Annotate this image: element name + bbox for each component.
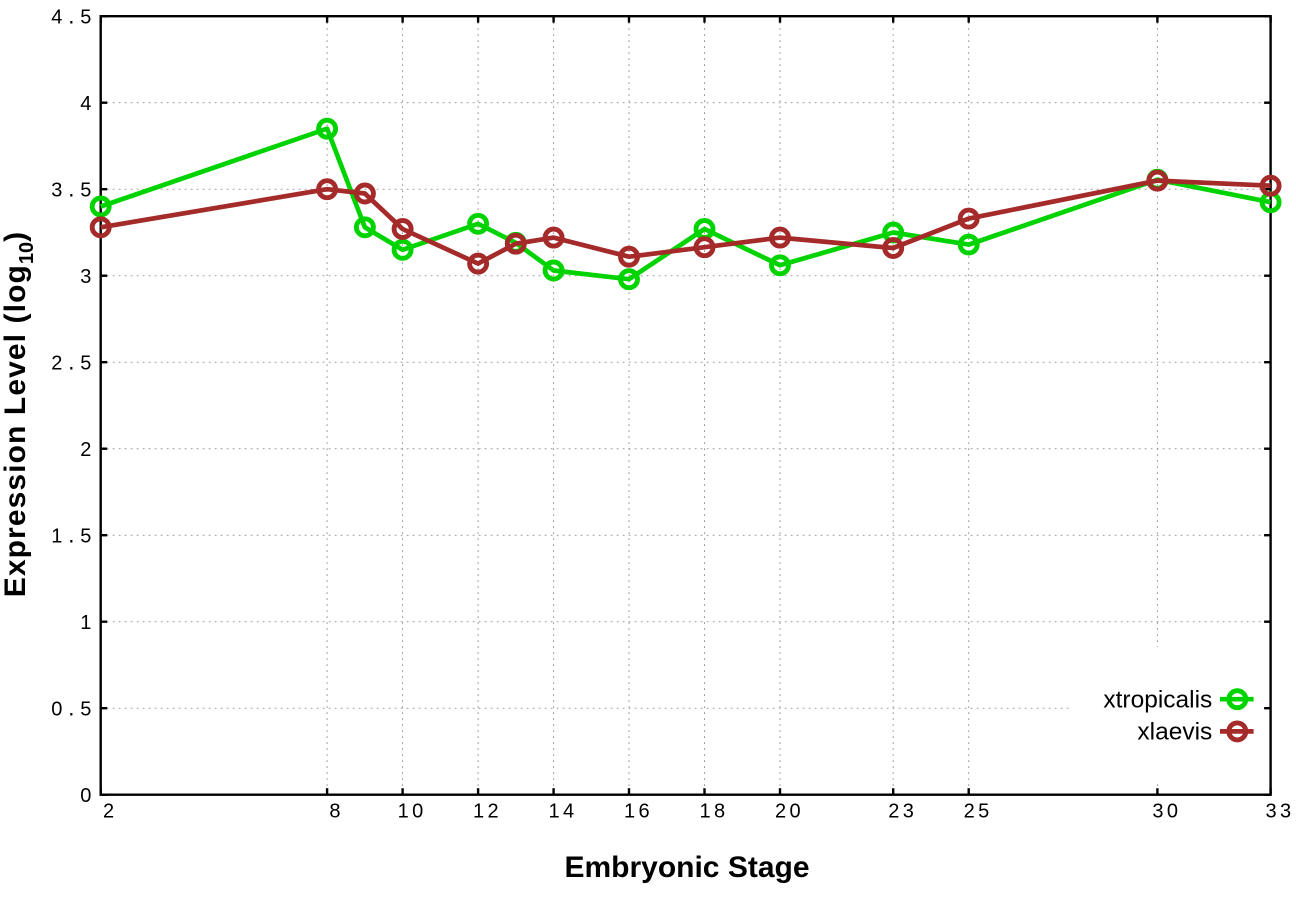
svg-text:.: . bbox=[68, 3, 74, 29]
svg-text:.: . bbox=[68, 695, 74, 721]
svg-text:2: 2 bbox=[488, 801, 499, 823]
svg-text:1: 1 bbox=[473, 801, 484, 823]
svg-text:2: 2 bbox=[103, 801, 114, 823]
svg-text:6: 6 bbox=[639, 801, 650, 823]
svg-text:3: 3 bbox=[903, 801, 914, 823]
svg-text:Expression Level (log10): Expression Level (log10) bbox=[0, 231, 38, 598]
svg-text:3: 3 bbox=[1152, 801, 1163, 823]
svg-text:5: 5 bbox=[80, 180, 91, 202]
svg-text:4: 4 bbox=[563, 801, 574, 823]
svg-text:3: 3 bbox=[1266, 801, 1277, 823]
svg-text:8: 8 bbox=[714, 801, 725, 823]
svg-text:.: . bbox=[68, 522, 74, 548]
svg-text:1: 1 bbox=[80, 612, 91, 634]
svg-text:1: 1 bbox=[700, 801, 711, 823]
svg-text:8: 8 bbox=[329, 801, 340, 823]
svg-text:xlaevis: xlaevis bbox=[1137, 719, 1212, 746]
svg-text:xtropicalis: xtropicalis bbox=[1103, 687, 1212, 714]
svg-text:3: 3 bbox=[1280, 801, 1291, 823]
svg-text:0: 0 bbox=[789, 801, 800, 823]
svg-text:0: 0 bbox=[80, 785, 91, 807]
svg-text:2: 2 bbox=[888, 801, 899, 823]
svg-text:1: 1 bbox=[51, 526, 62, 548]
svg-text:4: 4 bbox=[51, 7, 62, 29]
svg-text:5: 5 bbox=[978, 801, 989, 823]
svg-text:3: 3 bbox=[80, 266, 91, 288]
svg-text:.: . bbox=[68, 176, 74, 202]
svg-text:5: 5 bbox=[80, 7, 91, 29]
svg-text:4: 4 bbox=[80, 93, 91, 115]
svg-text:2: 2 bbox=[964, 801, 975, 823]
svg-text:1: 1 bbox=[549, 801, 560, 823]
svg-text:2: 2 bbox=[51, 353, 62, 375]
svg-text:0: 0 bbox=[1167, 801, 1178, 823]
svg-text:5: 5 bbox=[80, 699, 91, 721]
svg-text:2: 2 bbox=[775, 801, 786, 823]
svg-text:2: 2 bbox=[80, 439, 91, 461]
svg-text:1: 1 bbox=[624, 801, 635, 823]
svg-text:1: 1 bbox=[398, 801, 409, 823]
svg-text:.: . bbox=[68, 349, 74, 375]
svg-text:0: 0 bbox=[412, 801, 423, 823]
svg-text:0: 0 bbox=[51, 699, 62, 721]
svg-text:5: 5 bbox=[80, 353, 91, 375]
svg-text:5: 5 bbox=[80, 526, 91, 548]
svg-text:Embryonic Stage: Embryonic Stage bbox=[564, 851, 809, 884]
svg-text:3: 3 bbox=[51, 180, 62, 202]
